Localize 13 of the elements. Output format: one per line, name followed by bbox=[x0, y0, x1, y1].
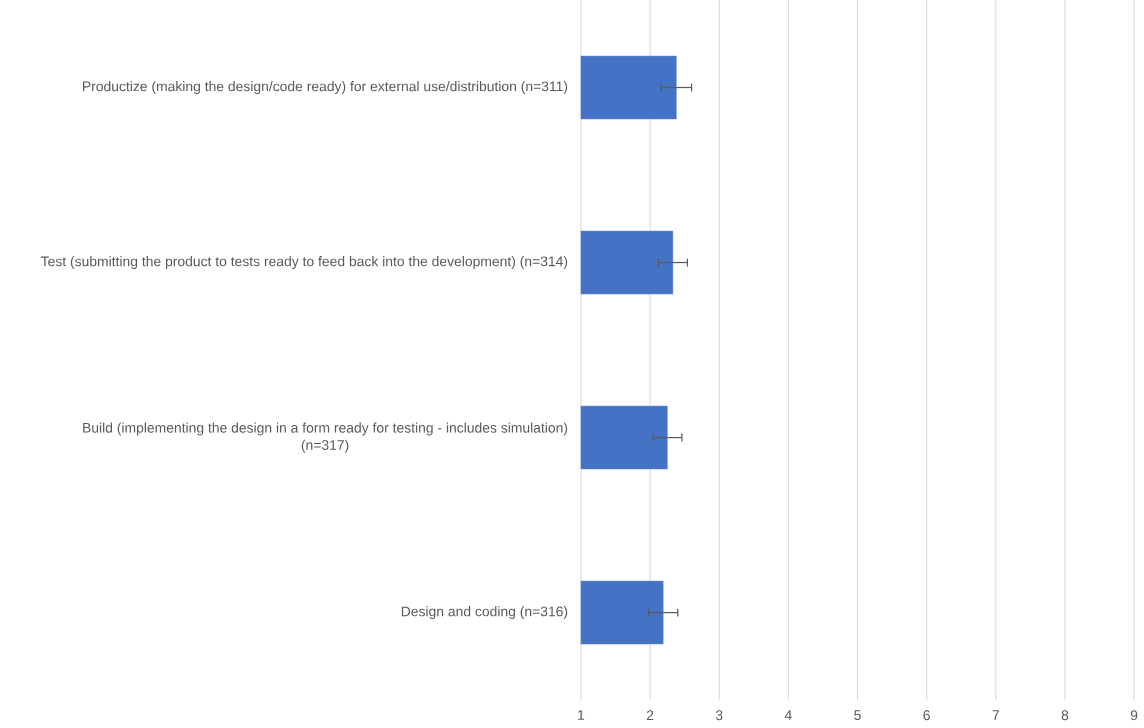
y-tick-label: Build (implementing the design in a form ready for testing - includes simulation) (n=317) bbox=[83, 422, 568, 453]
x-tick-label: 4 bbox=[784, 710, 792, 720]
y-tick-label: Test (submitting the product to tests ready to feed back into the development) (n=314) bbox=[40, 256, 568, 270]
y-tick-label: Productize (making the design/code ready) for external use/distribution (n=311) bbox=[83, 81, 568, 95]
x-tick-label: 6 bbox=[923, 710, 930, 721]
x-tick-label: 1 bbox=[578, 710, 585, 720]
x-tick-label: 3 bbox=[715, 710, 723, 721]
x-tick-label: 9 bbox=[1130, 710, 1138, 721]
y-tick-label: Design and coding (n=316) bbox=[401, 606, 568, 620]
x-tick-label: 7 bbox=[992, 710, 999, 720]
x-tick-label: 2 bbox=[646, 710, 654, 721]
x-tick-label: 8 bbox=[1061, 710, 1069, 721]
x-tick-label: 5 bbox=[854, 710, 861, 721]
